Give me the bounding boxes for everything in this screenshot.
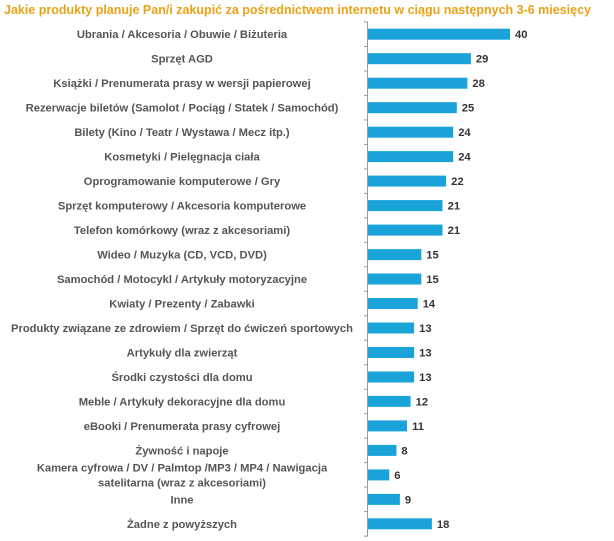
category-label: Telefon komórkowy (wraz z akcesoriami): [74, 225, 290, 237]
category-label: Żywność i napoje: [135, 444, 228, 457]
data-label: 11: [412, 421, 424, 433]
category-label: Książki / Prenumerata prasy w wersji pap…: [53, 78, 310, 90]
data-label: 12: [416, 396, 428, 408]
data-label: 21: [448, 201, 460, 213]
category-label: Sprzęt komputerowy / Akcesoria komputero…: [58, 201, 306, 213]
bar: [368, 175, 447, 187]
bar: [368, 53, 471, 65]
category-label: Kosmetyki / Pielęgnacja ciała: [104, 152, 260, 164]
category-label: Inne: [171, 494, 194, 506]
category-label: eBooki / Prenumerata prasy cyfrowej: [84, 421, 280, 433]
data-label: 24: [458, 127, 471, 139]
category-label: Produkty związane ze zdrowiem / Sprzęt d…: [11, 323, 353, 335]
bar: [368, 102, 457, 114]
bar: [368, 77, 468, 89]
data-label: 13: [419, 372, 431, 384]
data-label: 21: [448, 225, 460, 237]
chart-title: Jakie produkty planuje Pan/i zakupić za …: [4, 3, 591, 17]
category-label: Rezerwacje biletów (Samolot / Pociąg / S…: [26, 103, 339, 115]
bar: [368, 28, 510, 40]
data-label: 28: [472, 78, 484, 90]
bar: [368, 469, 390, 481]
bar: [368, 420, 407, 432]
bar: [368, 371, 415, 383]
data-label: 15: [426, 274, 438, 286]
bar: [368, 298, 418, 309]
data-label: 13: [419, 348, 431, 360]
category-label: Wideo / Muzyka (CD, VCD, DVD): [97, 250, 267, 262]
category-label: Artykuły dla zwierząt: [127, 348, 238, 360]
bar: [368, 224, 443, 236]
bar: [368, 151, 454, 163]
data-label: 18: [437, 519, 449, 531]
data-label: 8: [401, 445, 407, 457]
bar: [368, 322, 415, 334]
category-label: Meble / Artykuły dekoracyjne dla domu: [79, 396, 286, 408]
bar: [368, 395, 411, 407]
data-label: 9: [405, 494, 411, 506]
bar: [368, 200, 443, 212]
data-label: 24: [458, 152, 471, 164]
category-label: Bilety (Kino / Teatr / Wystawa / Mecz it…: [74, 127, 290, 139]
data-label: 13: [419, 323, 431, 335]
data-label: 29: [476, 54, 488, 66]
category-label: Środki czystości dla domu: [111, 371, 252, 384]
category-label: Ubrania / Akcesoria / Obuwie / Biżuteria: [77, 29, 288, 41]
bar: [368, 493, 400, 505]
data-label: 6: [394, 470, 400, 482]
data-label: 40: [515, 29, 527, 41]
data-label: 22: [451, 176, 463, 188]
category-label: Kamera cyfrowa / DV / Palmtop /MP3 / MP4…: [37, 462, 328, 489]
bar: [368, 518, 432, 530]
bar: [368, 347, 415, 358]
data-label: 25: [462, 103, 474, 115]
bar: [368, 273, 422, 285]
category-label: Sprzęt AGD: [151, 54, 213, 66]
category-label: Oprogramowanie komputerowe / Gry: [84, 176, 281, 188]
bar: [368, 126, 454, 138]
data-label: 14: [423, 299, 436, 311]
category-label: Kwiaty / Prezenty / Zabawki: [109, 299, 255, 311]
bar: [368, 444, 397, 456]
bar: [368, 249, 422, 261]
category-label: Żadne z powyższych: [127, 518, 237, 531]
data-label: 15: [426, 250, 438, 262]
category-label: Samochód / Motocykl / Artykuły motoryzac…: [57, 274, 307, 286]
